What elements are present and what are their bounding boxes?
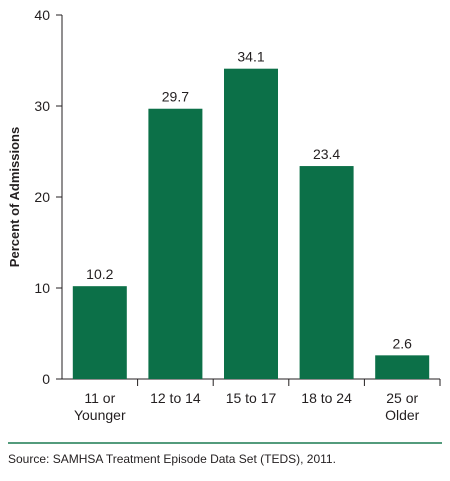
- x-tick-label-line: 18 to 24: [301, 390, 352, 406]
- y-axis-title: Percent of Admissions: [7, 127, 22, 267]
- x-tick-label: 25 or Older: [385, 390, 420, 423]
- data-label: 34.1: [237, 49, 264, 65]
- x-tick-label-line: Younger: [74, 407, 126, 423]
- x-tick-label-line: 25 or: [386, 390, 418, 406]
- x-tick-label: 18 to 24: [301, 390, 352, 406]
- x-tick-label-line: 12 to 14: [150, 390, 201, 406]
- x-tick-label-line: 15 to 17: [226, 390, 277, 406]
- y-tick-label: 40: [34, 7, 50, 23]
- y-tick-label: 0: [42, 371, 50, 387]
- bar: [224, 68, 278, 379]
- bar: [148, 108, 203, 379]
- x-tick-label-line: Older: [385, 407, 420, 423]
- y-tick-label: 30: [34, 98, 50, 114]
- x-tick-label: 11 or Younger: [74, 390, 126, 423]
- bar: [72, 286, 127, 379]
- data-label: 23.4: [313, 146, 340, 162]
- x-tick-label-line: 11 or: [84, 390, 115, 406]
- bar: [375, 355, 430, 379]
- bar: [299, 166, 354, 379]
- y-tick-label: 20: [34, 189, 50, 205]
- data-label: 2.6: [392, 335, 412, 351]
- y-tick-label: 10: [34, 280, 50, 296]
- data-label: 29.7: [162, 89, 189, 105]
- data-label: 10.2: [86, 266, 113, 282]
- source-note: Source: SAMHSA Treatment Episode Data Se…: [8, 452, 336, 466]
- x-tick-label: 15 to 17: [226, 390, 277, 406]
- x-tick-label: 12 to 14: [150, 390, 201, 406]
